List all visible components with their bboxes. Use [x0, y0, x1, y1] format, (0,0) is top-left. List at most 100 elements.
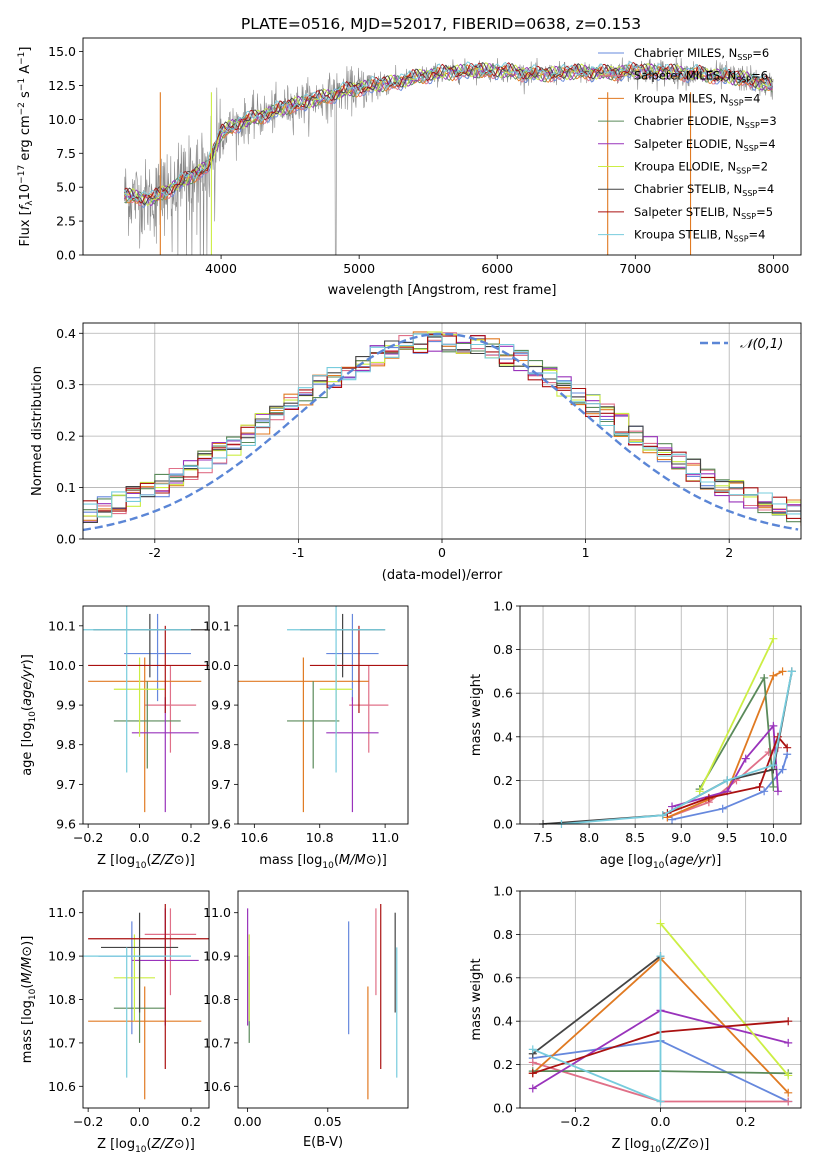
errorbar-point — [93, 613, 207, 678]
y-tick-label: 10.9 — [203, 949, 231, 964]
label-part: Z [log — [97, 1137, 135, 1152]
label-part: erg cm — [18, 115, 33, 164]
weight-point-marker — [741, 754, 750, 763]
y-tick-label: 0.3 — [56, 377, 76, 392]
legend-sub: SSP — [736, 76, 751, 85]
weight-point-marker — [760, 673, 769, 682]
x-tick-label: 11.0 — [371, 830, 399, 845]
y-tick-label: 9.9 — [211, 698, 231, 713]
weight-point-marker — [778, 667, 787, 676]
y-axis-label: Normed distribution — [30, 366, 45, 496]
y-tick-label: 0.0 — [56, 248, 76, 263]
y-tick-label: 1.0 — [493, 599, 513, 614]
axes-frame — [519, 890, 802, 1109]
legend-count: =4 — [749, 228, 766, 242]
errorbar-point — [326, 613, 379, 702]
label-part: M/M⊙ — [20, 946, 35, 984]
x-tick-label: 5000 — [343, 261, 375, 276]
y-tick-label: 9.6 — [211, 817, 231, 832]
legend-name: Chabrier ELODIE, N — [634, 114, 745, 128]
weight-point-marker — [760, 787, 769, 796]
label-part: 10 — [322, 861, 334, 871]
weight-point-marker — [769, 671, 778, 680]
x-tick-label: 0.2 — [736, 1114, 756, 1129]
y-tick-label: 0.0 — [56, 532, 76, 547]
label-part: ( — [664, 853, 669, 868]
axes-frame — [82, 37, 802, 256]
mass-vs-Z-axes: −0.2 0.0 0.2 10.6 10.7 10.8 10.9 11.0 — [48, 905, 201, 1129]
model-fit-line — [124, 65, 773, 206]
weight-point-marker — [668, 815, 677, 824]
label-part: Z [log — [612, 1137, 650, 1152]
label-part: ] — [18, 47, 33, 52]
errorbar-point — [144, 665, 197, 753]
x-axis-label: Z [log10(Z/Z⊙)] — [97, 1137, 195, 1155]
x-tick-label: 9.0 — [671, 830, 691, 845]
x-tick-label: 0.2 — [181, 1114, 201, 1129]
label-part: )] — [185, 1137, 195, 1152]
errorbar-point — [88, 904, 209, 1069]
label-part: age/yr — [669, 853, 712, 868]
x-axis-label: E(B-V) — [303, 1135, 343, 1150]
label-part: 10 — [650, 1145, 662, 1155]
legend-count: =5 — [756, 205, 773, 219]
weight-point-marker — [528, 1045, 537, 1054]
x-tick-label: −0.2 — [73, 1114, 103, 1129]
axes-frame — [82, 322, 802, 540]
legend-count: =4 — [757, 182, 774, 196]
legend-sub: SSP — [729, 98, 744, 107]
weight-point-marker — [723, 776, 732, 785]
axes-frame — [82, 605, 210, 825]
y-tick-label: 0.8 — [493, 642, 513, 657]
x-tick-label: 2 — [725, 545, 733, 560]
label-part: ( — [147, 853, 152, 868]
label-part: ( — [661, 1137, 666, 1152]
legend-entry: Kroupa STELIB, NSSP=4 — [634, 228, 765, 244]
weight-point-marker — [656, 1097, 665, 1106]
errorbar-point — [287, 681, 340, 769]
y-tick-label: 10.9 — [48, 949, 76, 964]
weight-point-marker — [773, 787, 782, 796]
y-tick-label: 0.4 — [493, 1014, 513, 1029]
label-part: λ — [25, 200, 35, 206]
weight-point-marker — [784, 1088, 793, 1097]
weight-series-line — [667, 670, 783, 819]
x-tick-label: 0.0 — [651, 1114, 671, 1129]
x-tick-label: 10.6 — [240, 830, 268, 845]
label-part: ( — [147, 1137, 152, 1152]
label-part: Z/Z⊙ — [665, 1137, 699, 1152]
x-tick-label: 0.2 — [181, 830, 201, 845]
y-tick-label: 9.6 — [56, 817, 76, 832]
weight-point-marker — [769, 721, 778, 730]
y-tick-label: 11.0 — [48, 905, 76, 920]
y-tick-label: 0.8 — [493, 927, 513, 942]
y-tick-label: 10.8 — [203, 992, 231, 1007]
y-tick-label: 10.0 — [203, 658, 231, 673]
weight-vs-Z-axes: −0.2 0.0 0.2 0.0 0.2 0.4 0.6 0.8 1.0 — [493, 884, 801, 1129]
x-axis-label: age [log10(age/yr)] — [600, 853, 722, 871]
y-tick-label: 9.9 — [56, 698, 76, 713]
errorbar-point — [113, 657, 166, 737]
errorbar-point — [309, 625, 408, 714]
x-tick-label: 6000 — [481, 261, 513, 276]
weight-point-marker — [784, 1017, 793, 1026]
y-axis-label: mass weight — [469, 674, 484, 756]
errorbar-point — [113, 934, 155, 1022]
x-tick-label: 8.0 — [579, 830, 599, 845]
model-fit-line — [123, 60, 773, 202]
legend-count: =6 — [752, 46, 769, 60]
y-tick-label: 2.5 — [56, 214, 76, 229]
weight-point-marker — [769, 634, 778, 643]
errorbar-point — [349, 665, 389, 753]
weight-series-line — [659, 922, 789, 1077]
y-axis-label: mass [log10(M/M⊙)] — [20, 936, 38, 1064]
x-tick-label: −0.2 — [73, 830, 103, 845]
weight-vs-age-axes: 7.5 8.0 8.5 9.0 9.5 10.0 0.0 0.2 0.4 0.6 0.8 1.0 — [493, 599, 801, 845]
weight-point-marker — [769, 761, 778, 770]
y-tick-label: 11.0 — [203, 905, 231, 920]
weight-point-marker — [668, 802, 677, 811]
label-part: ( — [20, 984, 35, 989]
y-tick-label: 7.5 — [56, 146, 76, 161]
model-fit-line — [124, 62, 773, 207]
